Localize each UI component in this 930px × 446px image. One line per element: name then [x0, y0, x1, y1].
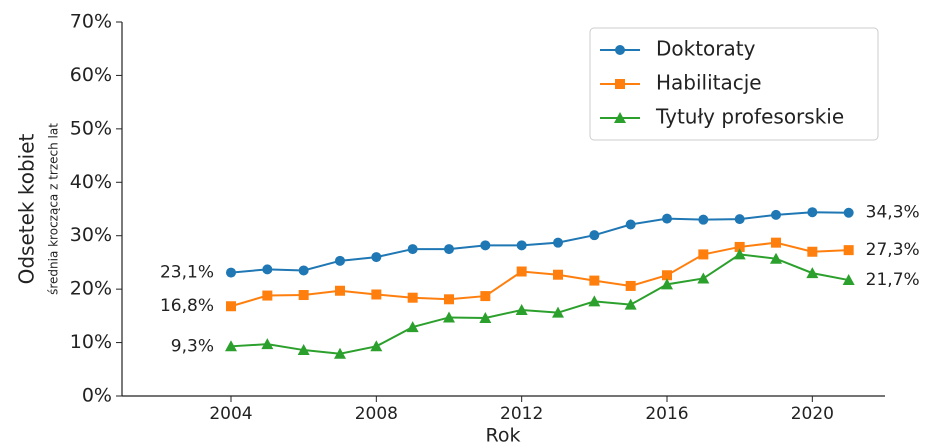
data-point: [515, 303, 528, 315]
legend-box: [589, 27, 879, 141]
series-line: [230, 241, 849, 308]
legend-label: Tytuły profesorskie: [655, 105, 844, 129]
data-point: [807, 207, 818, 218]
data-point: [734, 214, 745, 225]
x-axis-label: Rok: [486, 425, 521, 446]
y-tick-label: 60%: [70, 64, 112, 86]
data-point: [625, 280, 636, 291]
data-point: [371, 289, 382, 300]
y-tick-label: 70%: [70, 11, 112, 33]
legend-label: Doktoraty: [656, 37, 756, 61]
legend-marker: [615, 45, 625, 55]
legend-marker: [614, 112, 626, 123]
data-point: [334, 347, 346, 359]
data-point: [297, 344, 310, 356]
data-point: [261, 338, 274, 350]
y-tick-label: 50%: [70, 117, 112, 139]
data-point: [625, 219, 636, 230]
data-point: [370, 340, 383, 352]
data-point: [624, 298, 637, 310]
data-point: [226, 301, 236, 312]
data-point: [806, 267, 819, 279]
data-point: [698, 249, 709, 260]
y-tick-label: 40%: [70, 171, 112, 193]
data-point: [406, 321, 419, 333]
data-point: [335, 255, 345, 266]
data-point: [480, 291, 491, 302]
data-point: [371, 252, 382, 263]
y-tick-label: 10%: [70, 331, 112, 353]
data-point: [335, 285, 345, 296]
value-label: 34,3%: [866, 203, 920, 223]
data-point: [698, 214, 709, 225]
y-tick-label: 0%: [82, 385, 112, 407]
data-point: [734, 241, 745, 252]
data-point: [225, 340, 237, 352]
value-label: 27,3%: [866, 240, 920, 260]
x-tick-label: 2012: [500, 404, 543, 424]
x-tick-label: 2008: [355, 404, 398, 424]
data-point: [662, 270, 672, 281]
data-point: [226, 267, 236, 278]
legend-label: Habilitacje: [656, 71, 762, 95]
data-point: [807, 246, 818, 257]
data-point: [444, 244, 454, 255]
data-point: [661, 278, 673, 290]
data-point: [843, 245, 854, 256]
data-point: [262, 290, 273, 301]
data-point: [516, 240, 527, 251]
data-point: [553, 237, 563, 248]
y-axis-note: średnia krocząca z trzech lat: [47, 123, 61, 295]
data-point: [843, 207, 854, 218]
data-point: [588, 295, 601, 307]
data-point: [443, 311, 455, 323]
x-tick-label: 2004: [209, 404, 252, 424]
data-point: [479, 311, 492, 323]
value-label: 23,1%: [160, 263, 214, 283]
value-label: 9,3%: [171, 336, 214, 356]
data-point: [407, 292, 418, 303]
data-point: [589, 275, 600, 286]
legend-marker: [615, 79, 625, 89]
data-point: [553, 269, 563, 280]
data-point: [444, 294, 454, 305]
series-line: [230, 253, 849, 355]
data-point: [552, 306, 564, 318]
data-point: [262, 264, 273, 275]
x-tick-label: 2016: [645, 404, 688, 424]
data-point: [298, 290, 309, 301]
data-point: [298, 265, 309, 276]
x-tick-label: 2020: [791, 404, 834, 424]
data-point: [771, 209, 781, 220]
data-point: [516, 266, 527, 277]
y-tick-label: 30%: [70, 224, 112, 246]
value-label: 21,7%: [866, 270, 920, 290]
y-axis-label: Odsetek kobiet: [15, 133, 39, 284]
data-point: [697, 272, 710, 284]
data-point: [480, 240, 491, 251]
data-point: [589, 230, 600, 241]
y-tick-label: 20%: [70, 278, 112, 300]
data-point: [770, 252, 782, 264]
series-line: [230, 211, 849, 274]
data-point: [733, 248, 746, 260]
data-point: [662, 213, 672, 224]
value-label: 16,8%: [160, 296, 214, 316]
data-point: [771, 237, 781, 248]
data-point: [842, 274, 855, 286]
data-point: [407, 244, 418, 255]
